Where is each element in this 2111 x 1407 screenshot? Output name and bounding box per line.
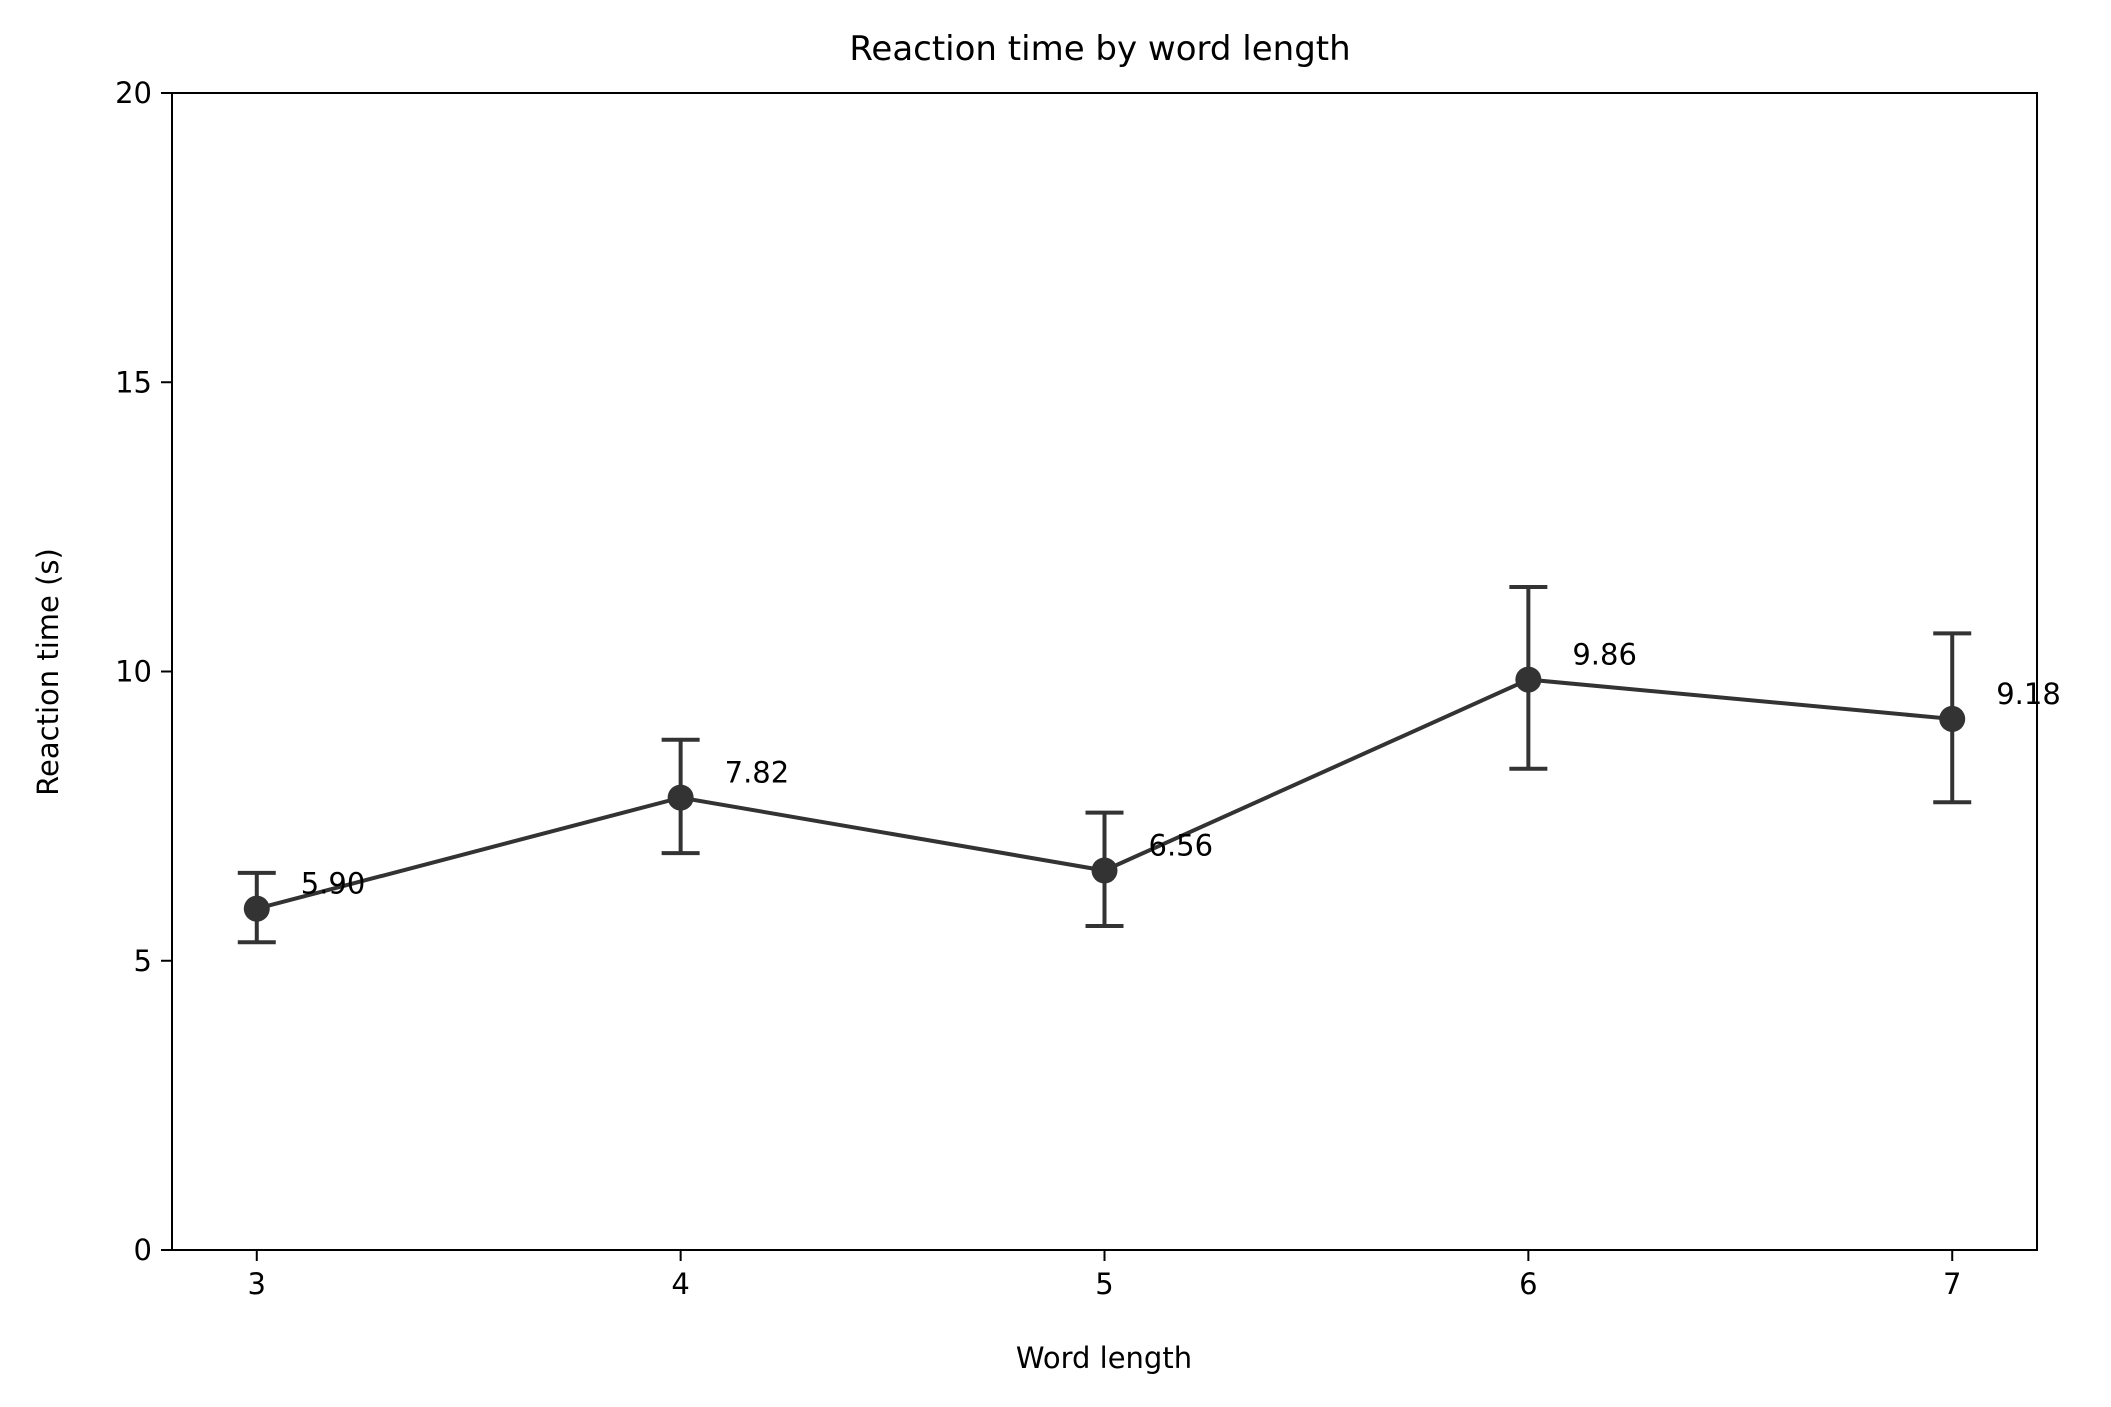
- x-tick-label: 5: [1095, 1267, 1113, 1301]
- data-label: 7.82: [725, 756, 790, 790]
- x-axis: 3 4 5 6 7: [248, 1250, 1961, 1301]
- chart-title: Reaction time by word length: [849, 29, 1350, 69]
- y-tick-label: 0: [134, 1233, 152, 1267]
- data-point: [1939, 705, 1966, 732]
- data-label: 9.18: [1996, 677, 2061, 711]
- x-tick-label: 4: [671, 1267, 689, 1301]
- y-tick-label: 10: [115, 655, 152, 689]
- data-point: [1091, 857, 1118, 884]
- y-axis-label: Reaction time (s): [31, 548, 65, 796]
- data-label: 6.56: [1149, 829, 1214, 863]
- series-layer: 5.90 7.82 6.56 9.86 9.18: [237, 585, 2061, 945]
- y-tick-label: 5: [134, 944, 152, 978]
- x-axis-label: Word length: [1016, 1341, 1192, 1375]
- data-point: [1515, 666, 1542, 693]
- x-tick-label: 6: [1519, 1267, 1537, 1301]
- data-point: [243, 895, 270, 922]
- y-tick-label: 15: [115, 365, 152, 399]
- data-point: [667, 784, 694, 811]
- y-tick-label: 20: [115, 76, 152, 110]
- data-label: 9.86: [1572, 638, 1637, 672]
- x-tick-label: 3: [248, 1267, 266, 1301]
- y-axis: 0 5 10 15 20: [115, 76, 172, 1267]
- data-label: 5.90: [301, 867, 366, 901]
- x-tick-label: 7: [1943, 1267, 1961, 1301]
